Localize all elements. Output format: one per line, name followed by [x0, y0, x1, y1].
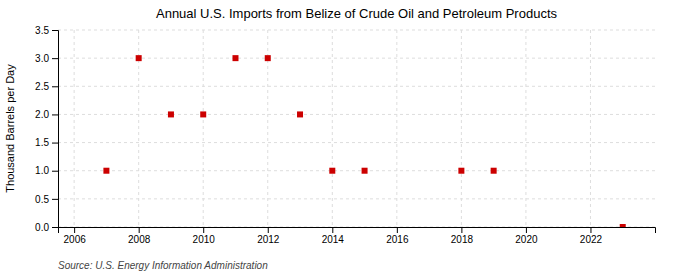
tick-label: 2014 — [322, 234, 345, 245]
grid-line-x — [332, 30, 333, 227]
tick-label: 2.0 — [35, 109, 49, 120]
tick-mark — [139, 227, 140, 233]
point — [329, 168, 335, 174]
tick-mark — [526, 227, 527, 233]
tick-mark — [268, 227, 269, 233]
tick-label: 3.0 — [35, 53, 49, 64]
grid — [58, 30, 655, 227]
tick-mark — [461, 227, 462, 233]
grid-line-y — [58, 86, 655, 87]
point — [136, 55, 142, 61]
tick-mark — [203, 227, 204, 233]
point — [491, 168, 497, 174]
tick: 3.5 — [35, 25, 58, 36]
point — [200, 111, 206, 117]
tick-mark — [52, 86, 58, 87]
point — [232, 55, 238, 61]
tick-mark — [52, 114, 58, 115]
tick: 2014 — [322, 227, 345, 245]
chart: 2006200820102012201420162018202020220.00… — [0, 0, 675, 275]
tick: 2010 — [193, 227, 216, 245]
grid-line-x — [525, 30, 526, 227]
tick-mark — [590, 227, 591, 233]
point — [362, 168, 368, 174]
tick-label: 2022 — [580, 234, 603, 245]
tick: 2022 — [580, 227, 603, 245]
point — [103, 168, 109, 174]
title: Annual U.S. Imports from Belize of Crude… — [156, 6, 558, 21]
tick-mark — [332, 227, 333, 233]
tick-label: 2016 — [386, 234, 409, 245]
tick-label: 3.5 — [35, 25, 49, 36]
tick-label: 2006 — [64, 234, 87, 245]
tick-mark — [397, 227, 398, 233]
point — [297, 111, 303, 117]
point — [168, 111, 174, 117]
tick-label: 2020 — [515, 234, 538, 245]
tick-mark — [52, 58, 58, 59]
point — [620, 224, 626, 227]
plot-area: 2006200820102012201420162018202020220.00… — [35, 25, 655, 245]
annotation: Source: U.S. Energy Information Administ… — [58, 260, 268, 271]
grid-line-x — [203, 30, 204, 227]
tick: 2020 — [515, 227, 538, 245]
tick: 3.0 — [35, 53, 58, 64]
x-axis: 2006 2008 2010 2012 2014 2016 2018 2020 2022 — [59, 227, 656, 245]
tick: 0.5 — [35, 194, 58, 205]
tick: 2018 — [451, 227, 474, 245]
grid-line-y — [58, 114, 655, 115]
tick: 2006 — [64, 227, 87, 245]
tick-mark — [52, 143, 58, 144]
y-axis-title: Thousand Barrels per Day — [4, 64, 16, 193]
grid-line-y — [58, 58, 655, 59]
grid-line-y — [58, 170, 655, 171]
tick: 2.5 — [35, 81, 58, 92]
tick-mark — [52, 30, 58, 31]
grid-line-x — [590, 30, 591, 227]
tick-label: 2.5 — [35, 81, 49, 92]
grid-line-x — [461, 30, 462, 227]
tick-label: 2012 — [257, 234, 280, 245]
axis-line — [59, 228, 656, 234]
tick-mark — [52, 199, 58, 200]
tick-label: 0.5 — [35, 194, 49, 205]
tick: 1.0 — [35, 165, 58, 176]
tick: 2016 — [386, 227, 409, 245]
y-axis: 0.0 0.5 1.0 1.5 2.0 2.5 3.0 3.5 — [35, 25, 58, 233]
grid-line-y — [58, 198, 655, 199]
axis-line — [52, 31, 59, 228]
tick-label: 0.0 — [35, 222, 49, 233]
tick-label: 2018 — [451, 234, 474, 245]
tick-label: 1.5 — [35, 137, 49, 148]
tick-mark — [74, 227, 75, 233]
tick-label: 1.0 — [35, 165, 49, 176]
tick-label: 2010 — [193, 234, 216, 245]
tick: 2008 — [128, 227, 151, 245]
grid-line-x — [74, 30, 75, 227]
tick: 2012 — [257, 227, 280, 245]
grid-line-y — [58, 142, 655, 143]
tick-label: 2008 — [128, 234, 151, 245]
tick: 2.0 — [35, 109, 58, 120]
tick-mark — [52, 227, 58, 228]
tick: 1.5 — [35, 137, 58, 148]
points — [103, 55, 625, 227]
grid-line-x — [396, 30, 397, 227]
point — [265, 55, 271, 61]
tick: 0.0 — [35, 222, 58, 233]
tick-mark — [52, 171, 58, 172]
point — [458, 168, 464, 174]
grid-line-y — [58, 30, 655, 31]
